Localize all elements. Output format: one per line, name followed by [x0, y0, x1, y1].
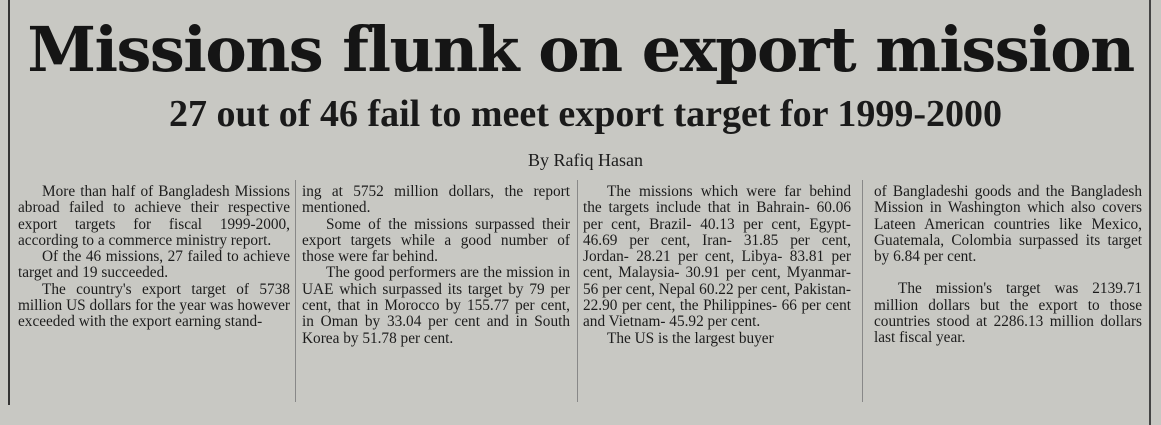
subheadline: 27 out of 46 fail to meet export target … [169, 93, 1002, 135]
paragraph: The US is the largest buyer [607, 329, 774, 347]
column-border-right [1149, 0, 1151, 425]
article-column-1: More than half of Bangladesh Missions ab… [18, 183, 290, 331]
article-column-4: of Bangladeshi goods and the Bangladesh … [874, 183, 1142, 347]
paragraph: The good performers are the mission in U… [302, 264, 570, 347]
column-divider [295, 180, 296, 402]
paragraph: Of the 46 missions, 27 failed to achieve… [18, 248, 290, 282]
paragraph: Some of the missions surpassed their exp… [302, 215, 570, 266]
headline: Missions flunk on export mission [27, 13, 1135, 86]
column-divider [862, 180, 863, 402]
article-column-3: The missions which were far behind the t… [583, 183, 851, 347]
paragraph: The mission's target was 2139.71 million… [874, 280, 1142, 347]
paragraph: More than half of Bangladesh Missions ab… [18, 183, 290, 249]
article-column-2: ing at 5752 million dollars, the report … [302, 183, 570, 347]
column-divider [577, 180, 578, 402]
byline: By Rafiq Hasan [528, 150, 643, 170]
paragraph: of Bangladeshi goods and the Bangladesh … [874, 183, 1142, 266]
paragraph: ing at 5752 million dollars, the report … [302, 183, 570, 217]
paragraph: The country's export target of 5738 mill… [18, 280, 290, 331]
column-border-left [8, 0, 10, 405]
paragraph: The missions which were far behind the t… [583, 183, 851, 331]
